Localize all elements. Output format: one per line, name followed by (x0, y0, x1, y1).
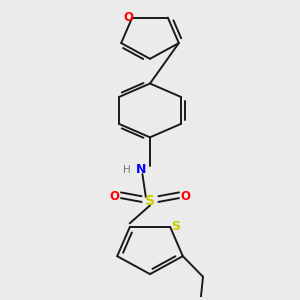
Text: S: S (145, 194, 155, 208)
Text: O: O (181, 190, 191, 203)
Text: S: S (171, 220, 180, 233)
Text: O: O (123, 11, 133, 24)
Text: H: H (123, 165, 131, 175)
Text: N: N (136, 163, 146, 176)
Text: O: O (109, 190, 119, 203)
